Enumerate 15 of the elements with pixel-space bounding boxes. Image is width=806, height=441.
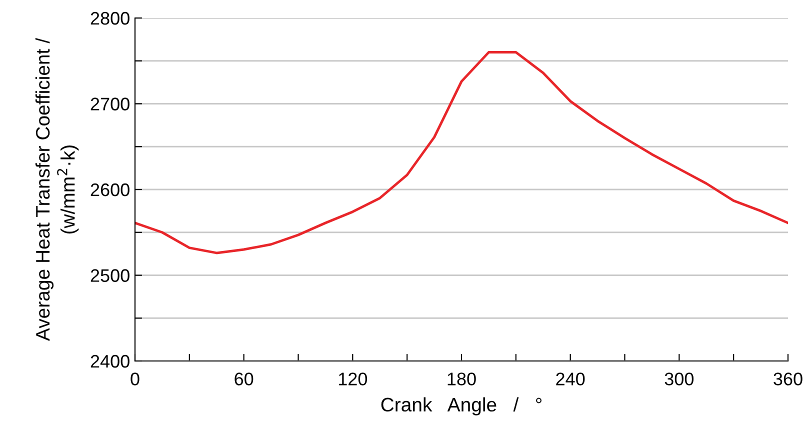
y-axis-title: Average Heat Transfer Coefficient / (w/mm$^{2}$·k) — [35, 38, 79, 341]
y-tick-label: 2600 — [90, 183, 130, 196]
y-tick-label: 2700 — [90, 98, 130, 110]
x-tick-label: 60 — [234, 372, 254, 386]
x-tick-label: 240 — [556, 372, 585, 386]
y-tick-label: 2400 — [90, 354, 130, 368]
x-tick-label: 180 — [448, 372, 476, 386]
line-series — [135, 51, 788, 254]
x-tick-label: 120 — [338, 372, 368, 386]
x-axis-title: Crank Angle / ° — [381, 397, 542, 416]
x-tick-label: 300 — [664, 372, 694, 386]
y-tick-label: 2800 — [90, 12, 130, 25]
x-tick-label: 360 — [774, 372, 802, 386]
y-tick-label: 2500 — [90, 269, 130, 282]
x-tick-label: 0 — [130, 372, 140, 386]
